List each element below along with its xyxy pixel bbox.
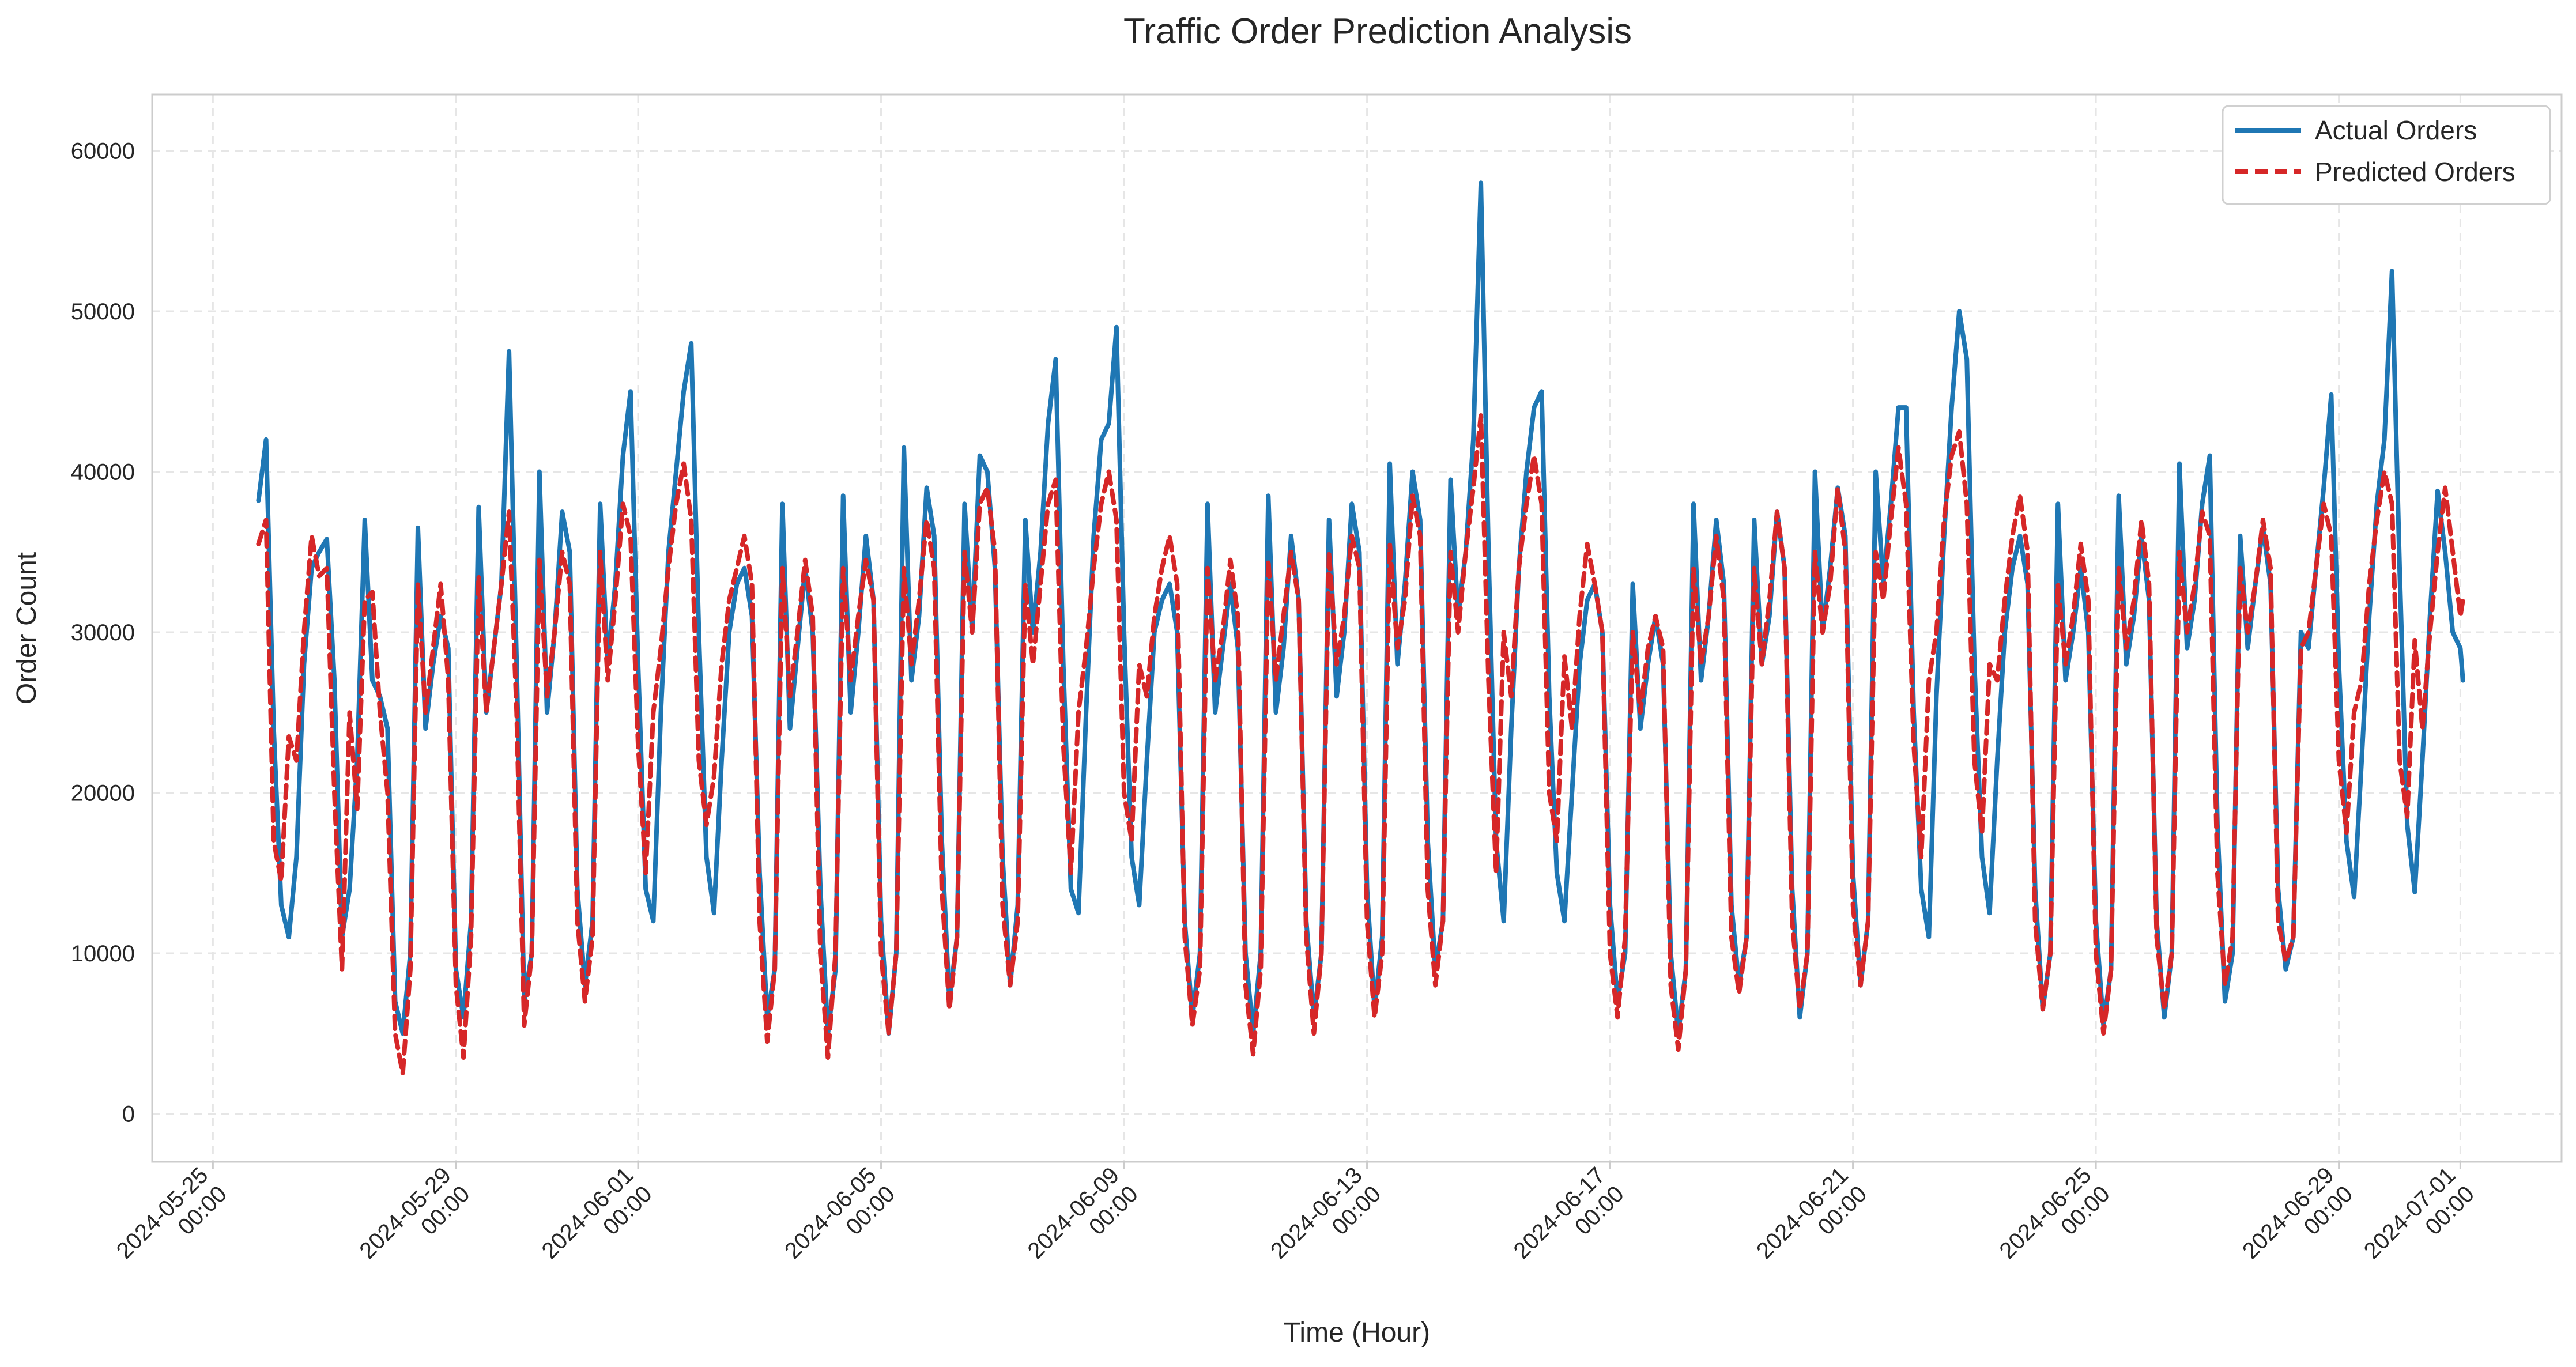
legend-box [2222,105,2551,205]
legend-label-actual: Actual Orders [2315,115,2477,145]
chart-title: Traffic Order Prediction Analysis [1123,12,1632,51]
series-line-predicted-orders [256,413,2465,1076]
y-tick-label: 40000 [71,459,135,485]
y-tick-label: 20000 [71,780,135,806]
y-tick-label: 60000 [71,138,135,164]
y-tick-label: 50000 [71,299,135,324]
y-axis-ticks: 0 10000 20000 30000 40000 50000 60000 [71,138,135,1127]
y-tick-label: 30000 [71,620,135,645]
y-tick-label: 10000 [71,941,135,966]
legend: Actual Orders Predicted Orders [2222,105,2551,205]
y-axis-label: Order Count [12,552,42,704]
plot-frame [151,93,2563,1163]
y-tick-label: 0 [122,1101,135,1127]
x-axis-label: Time (Hour) [1284,1317,1430,1348]
legend-label-predicted: Predicted Orders [2315,157,2515,187]
series-layer [256,180,2465,1076]
